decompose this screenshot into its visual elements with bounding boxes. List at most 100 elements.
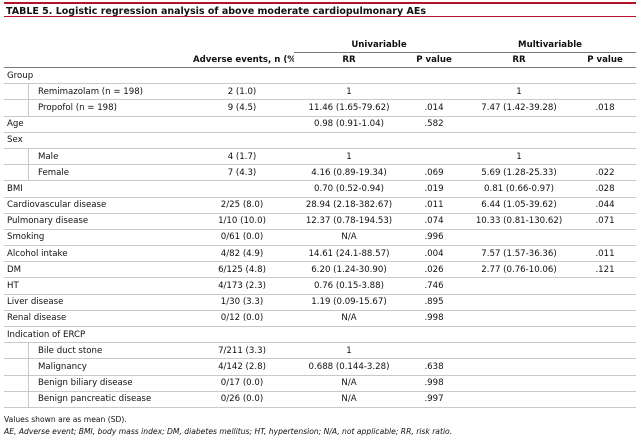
row: Liver disease 1/30 (3.3) 1.19 (0.09-15.67)… <box>4 294 637 311</box>
cell: .638 <box>404 358 465 376</box>
row-label: Age <box>4 116 190 133</box>
row: Sex <box>4 132 637 149</box>
cell <box>574 326 637 344</box>
cell: 6.44 (1.05-39.62) <box>464 197 575 214</box>
cell: 7.57 (1.57-36.36) <box>464 245 575 263</box>
row-label: Alcohol intake <box>4 245 190 263</box>
group-header: Multivariable <box>464 38 637 53</box>
row-label: BMI <box>4 180 190 198</box>
cell <box>464 358 575 376</box>
sub-row: Bile duct stone 7/211 (3.3) 1 <box>4 342 637 360</box>
cell <box>464 294 575 311</box>
cell: 9 (4.5) <box>190 99 294 117</box>
cell <box>464 326 575 344</box>
header-row: Univariable Multivariable <box>4 38 637 53</box>
cell: 0.98 (0.91-1.04) <box>294 116 404 133</box>
cell <box>190 67 294 85</box>
cell <box>464 116 575 133</box>
row: Indication of ERCP <box>4 326 637 344</box>
row-label: Benign biliary disease <box>4 375 190 392</box>
cell: 4 (1.7) <box>190 148 294 166</box>
cell: .895 <box>404 294 465 311</box>
cell <box>574 294 637 311</box>
row-label: Female <box>4 164 190 182</box>
sub-row: Malignancy 4/142 (2.8) 0.688 (0.144-3.28).… <box>4 358 637 376</box>
group-header: Univariable <box>294 38 465 53</box>
cell: 6.20 (1.24-30.90) <box>294 261 404 279</box>
row: Age 0.98 (0.91-1.04) .582 <box>4 116 637 133</box>
row-label: Liver disease <box>4 294 190 311</box>
cell: 7/211 (3.3) <box>190 342 294 360</box>
cell <box>574 375 637 392</box>
cell <box>574 116 637 133</box>
header-cell <box>190 38 294 53</box>
cell: .014 <box>404 99 465 117</box>
cell <box>464 375 575 392</box>
header-cell: RR <box>294 52 404 68</box>
cell <box>404 67 465 85</box>
sub-row: Benign biliary disease 0/17 (0.0) N/A .998 <box>4 375 637 392</box>
cell <box>574 83 637 101</box>
cell: .026 <box>404 261 465 279</box>
table-title: TABLE 5. Logistic regression analysis of… <box>4 2 636 17</box>
cell: .019 <box>404 180 465 198</box>
sub-row: Benign pancreatic disease 0/26 (0.0) N/A .9… <box>4 391 637 408</box>
row-label: Male <box>4 148 190 166</box>
cell: 1/30 (3.3) <box>190 294 294 311</box>
cell <box>190 326 294 344</box>
cell: .028 <box>574 180 637 198</box>
row-label: Remimazolam (n = 198) <box>4 83 190 101</box>
cell: 1 <box>294 83 404 101</box>
cell: .074 <box>404 213 465 230</box>
cell: .997 <box>404 391 465 408</box>
footnote: Values shown are as mean (SD). <box>4 415 127 424</box>
cell <box>294 132 404 149</box>
row-label: DM <box>4 261 190 279</box>
row-label: Group <box>4 67 190 85</box>
cell: 0.688 (0.144-3.28) <box>294 358 404 376</box>
cell: 2.77 (0.76-10.06) <box>464 261 575 279</box>
cell: 7.47 (1.42-39.28) <box>464 99 575 117</box>
cell <box>190 132 294 149</box>
sub-row: Remimazolam (n = 198) 2 (1.0) 1 1 <box>4 83 637 101</box>
header-cell <box>4 52 190 68</box>
sub-row: Male 4 (1.7) 1 1 <box>4 148 637 166</box>
cell <box>464 132 575 149</box>
cell: 4/82 (4.9) <box>190 245 294 263</box>
cell: 1.19 (0.09-15.67) <box>294 294 404 311</box>
table-body: Univariable Multivariable Adverse events… <box>4 38 637 408</box>
cell: .121 <box>574 261 637 279</box>
cell: .071 <box>574 213 637 230</box>
cell: 11.46 (1.65-79.62) <box>294 99 404 117</box>
cell: 0/26 (0.0) <box>190 391 294 408</box>
row: Alcohol intake 4/82 (4.9) 14.61 (24.1-88.5… <box>4 245 637 263</box>
cell <box>404 326 465 344</box>
row-label: Indication of ERCP <box>4 326 190 344</box>
header-cell: P value <box>404 52 465 68</box>
results-table: Univariable Multivariable Adverse events… <box>4 38 637 408</box>
cell <box>404 132 465 149</box>
header-cell: P value <box>574 52 637 68</box>
cell <box>574 358 637 376</box>
cell: 0.81 (0.66-0.97) <box>464 180 575 198</box>
footnotes: Values shown are as mean (SD). AE, Adver… <box>4 414 452 438</box>
cell <box>294 326 404 344</box>
row-label: Renal disease <box>4 310 190 328</box>
cell: N/A <box>294 229 404 247</box>
cell: 1/10 (10.0) <box>190 213 294 230</box>
cell <box>574 391 637 408</box>
cell <box>574 310 637 328</box>
row-label: Pulmonary disease <box>4 213 190 230</box>
cell <box>464 229 575 247</box>
cell <box>464 67 575 85</box>
cell: 0/17 (0.0) <box>190 375 294 392</box>
cell: .011 <box>574 245 637 263</box>
cell <box>464 277 575 295</box>
cell <box>574 148 637 166</box>
cell <box>404 83 465 101</box>
cell: .011 <box>404 197 465 214</box>
cell <box>574 67 637 85</box>
cell: 1 <box>464 83 575 101</box>
cell: 4/142 (2.8) <box>190 358 294 376</box>
